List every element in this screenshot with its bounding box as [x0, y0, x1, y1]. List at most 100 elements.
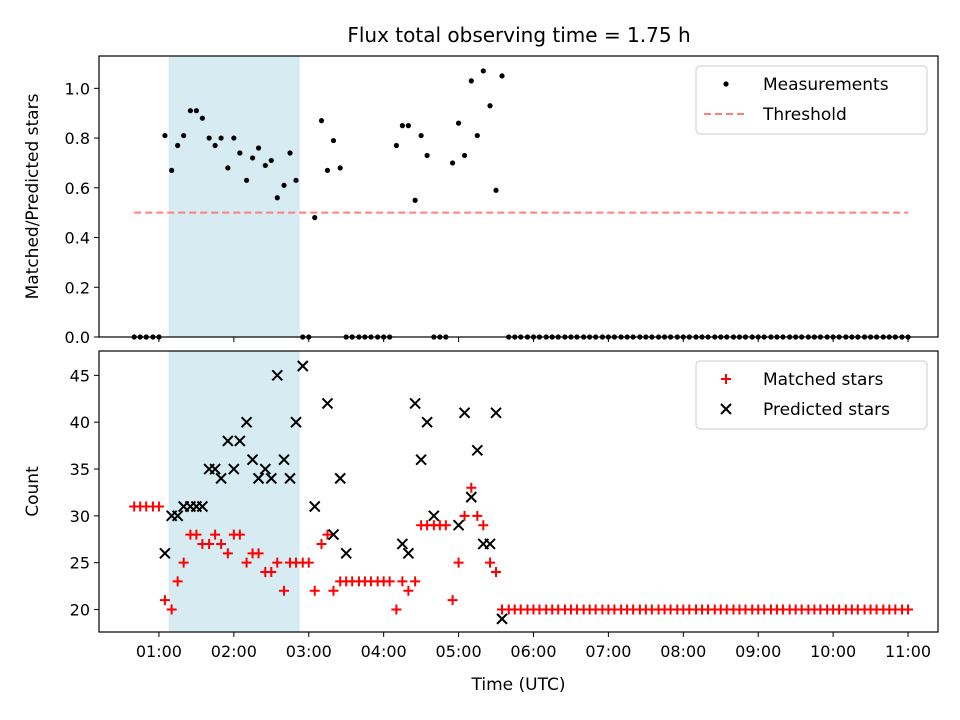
- shaded-observing-window: [168, 56, 300, 337]
- legend-label: Measurements: [763, 75, 889, 95]
- data-point: [206, 135, 212, 141]
- data-point: [337, 165, 343, 171]
- data-point: [281, 182, 287, 188]
- data-point: [316, 538, 327, 549]
- data-point: [309, 500, 321, 513]
- data-point: [209, 463, 221, 475]
- data-point: [271, 369, 283, 382]
- data-point: [234, 435, 246, 447]
- data-point: [312, 215, 318, 221]
- data-point: [234, 529, 245, 540]
- data-point: [284, 472, 296, 485]
- data-point: [465, 491, 478, 503]
- series-predicted-stars: [159, 360, 508, 625]
- data-point: [252, 472, 265, 485]
- data-point: [440, 520, 451, 531]
- data-point: [321, 397, 334, 410]
- data-point: [409, 397, 421, 410]
- x-tick-label: 11:00: [885, 642, 931, 661]
- data-point: [303, 557, 314, 568]
- y-axis-label: Matched/Predicted stars: [23, 93, 43, 299]
- data-point: [393, 142, 399, 149]
- y-tick-label: 20: [70, 601, 90, 620]
- data-point: [903, 604, 914, 615]
- y-tick-label: 0.4: [65, 229, 90, 248]
- data-point: [259, 463, 272, 475]
- data-point: [297, 360, 309, 372]
- axes-frame: [98, 350, 939, 633]
- data-point: [169, 167, 175, 173]
- data-point: [499, 73, 505, 79]
- legend-marker-matched: [721, 374, 731, 384]
- data-point: [274, 195, 280, 201]
- data-point: [279, 585, 290, 596]
- y-tick-label: 35: [70, 460, 90, 479]
- data-point: [218, 135, 224, 141]
- data-point: [334, 472, 346, 485]
- data-point: [290, 416, 302, 428]
- y-tick-label: 0.6: [65, 179, 90, 198]
- data-point: [272, 557, 283, 568]
- data-point: [191, 529, 202, 540]
- legend-label: Matched stars: [763, 370, 883, 390]
- data-point: [287, 150, 293, 156]
- data-point: [171, 510, 184, 522]
- shaded-observing-window: [168, 351, 300, 632]
- data-point: [328, 585, 339, 596]
- data-point: [212, 142, 218, 149]
- data-point: [397, 576, 408, 587]
- legend-marker-predicted: [720, 403, 732, 415]
- data-point: [484, 538, 496, 550]
- data-point: [418, 132, 424, 139]
- data-point: [449, 160, 456, 166]
- chart-title: Flux total observing time = 1.75 h: [347, 23, 690, 47]
- data-point: [166, 604, 177, 615]
- legend: Matched stars Predicted stars: [695, 360, 928, 430]
- axes-frame: [98, 55, 939, 338]
- data-point: [193, 108, 199, 114]
- panel-1: 0.0 0.2 0.4 0.6 0.8 1.0 Matched/Predicted star…: [23, 55, 939, 347]
- data-point: [458, 407, 471, 419]
- panel-2: 20 25 30 35 40 45 01:00 02:00 03:00 04:00 05:00 06:…: [23, 350, 939, 695]
- data-point: [181, 132, 187, 139]
- data-point: [478, 520, 489, 531]
- data-point: [249, 155, 256, 161]
- data-point: [487, 103, 493, 109]
- data-point: [330, 137, 337, 144]
- legend-label: Predicted stars: [763, 400, 890, 420]
- x-tick-label: 02:00: [211, 642, 257, 661]
- y-tick-label: 0.8: [65, 129, 90, 148]
- data-point: [412, 197, 418, 203]
- data-point: [216, 538, 227, 549]
- data-point: [318, 118, 325, 124]
- data-point: [471, 444, 484, 456]
- x-tick-label: 09:00: [735, 642, 781, 661]
- data-point: [240, 416, 253, 428]
- data-point: [293, 177, 299, 183]
- x-tick-label: 04:00: [361, 642, 407, 661]
- data-point: [162, 132, 168, 139]
- y-axis-label: Count: [23, 466, 43, 517]
- data-point: [415, 453, 427, 466]
- data-point: [322, 529, 333, 540]
- data-point: [340, 547, 352, 560]
- data-point: [262, 162, 268, 169]
- data-point: [472, 510, 483, 521]
- data-point: [493, 187, 499, 193]
- data-point: [496, 613, 508, 625]
- data-point: [468, 78, 474, 84]
- data-point: [490, 407, 502, 419]
- data-point: [453, 557, 464, 568]
- data-point: [255, 145, 262, 151]
- data-point: [196, 500, 209, 513]
- data-point: [466, 482, 477, 493]
- data-point: [485, 557, 496, 568]
- data-point: [474, 132, 480, 139]
- data-point: [241, 557, 252, 568]
- y-tick-label: 40: [70, 413, 90, 432]
- x-tick-label: 08:00: [660, 642, 706, 661]
- data-point: [396, 538, 409, 550]
- x-tick-label: 03:00: [286, 642, 332, 661]
- data-point: [410, 576, 421, 587]
- data-point: [172, 576, 183, 587]
